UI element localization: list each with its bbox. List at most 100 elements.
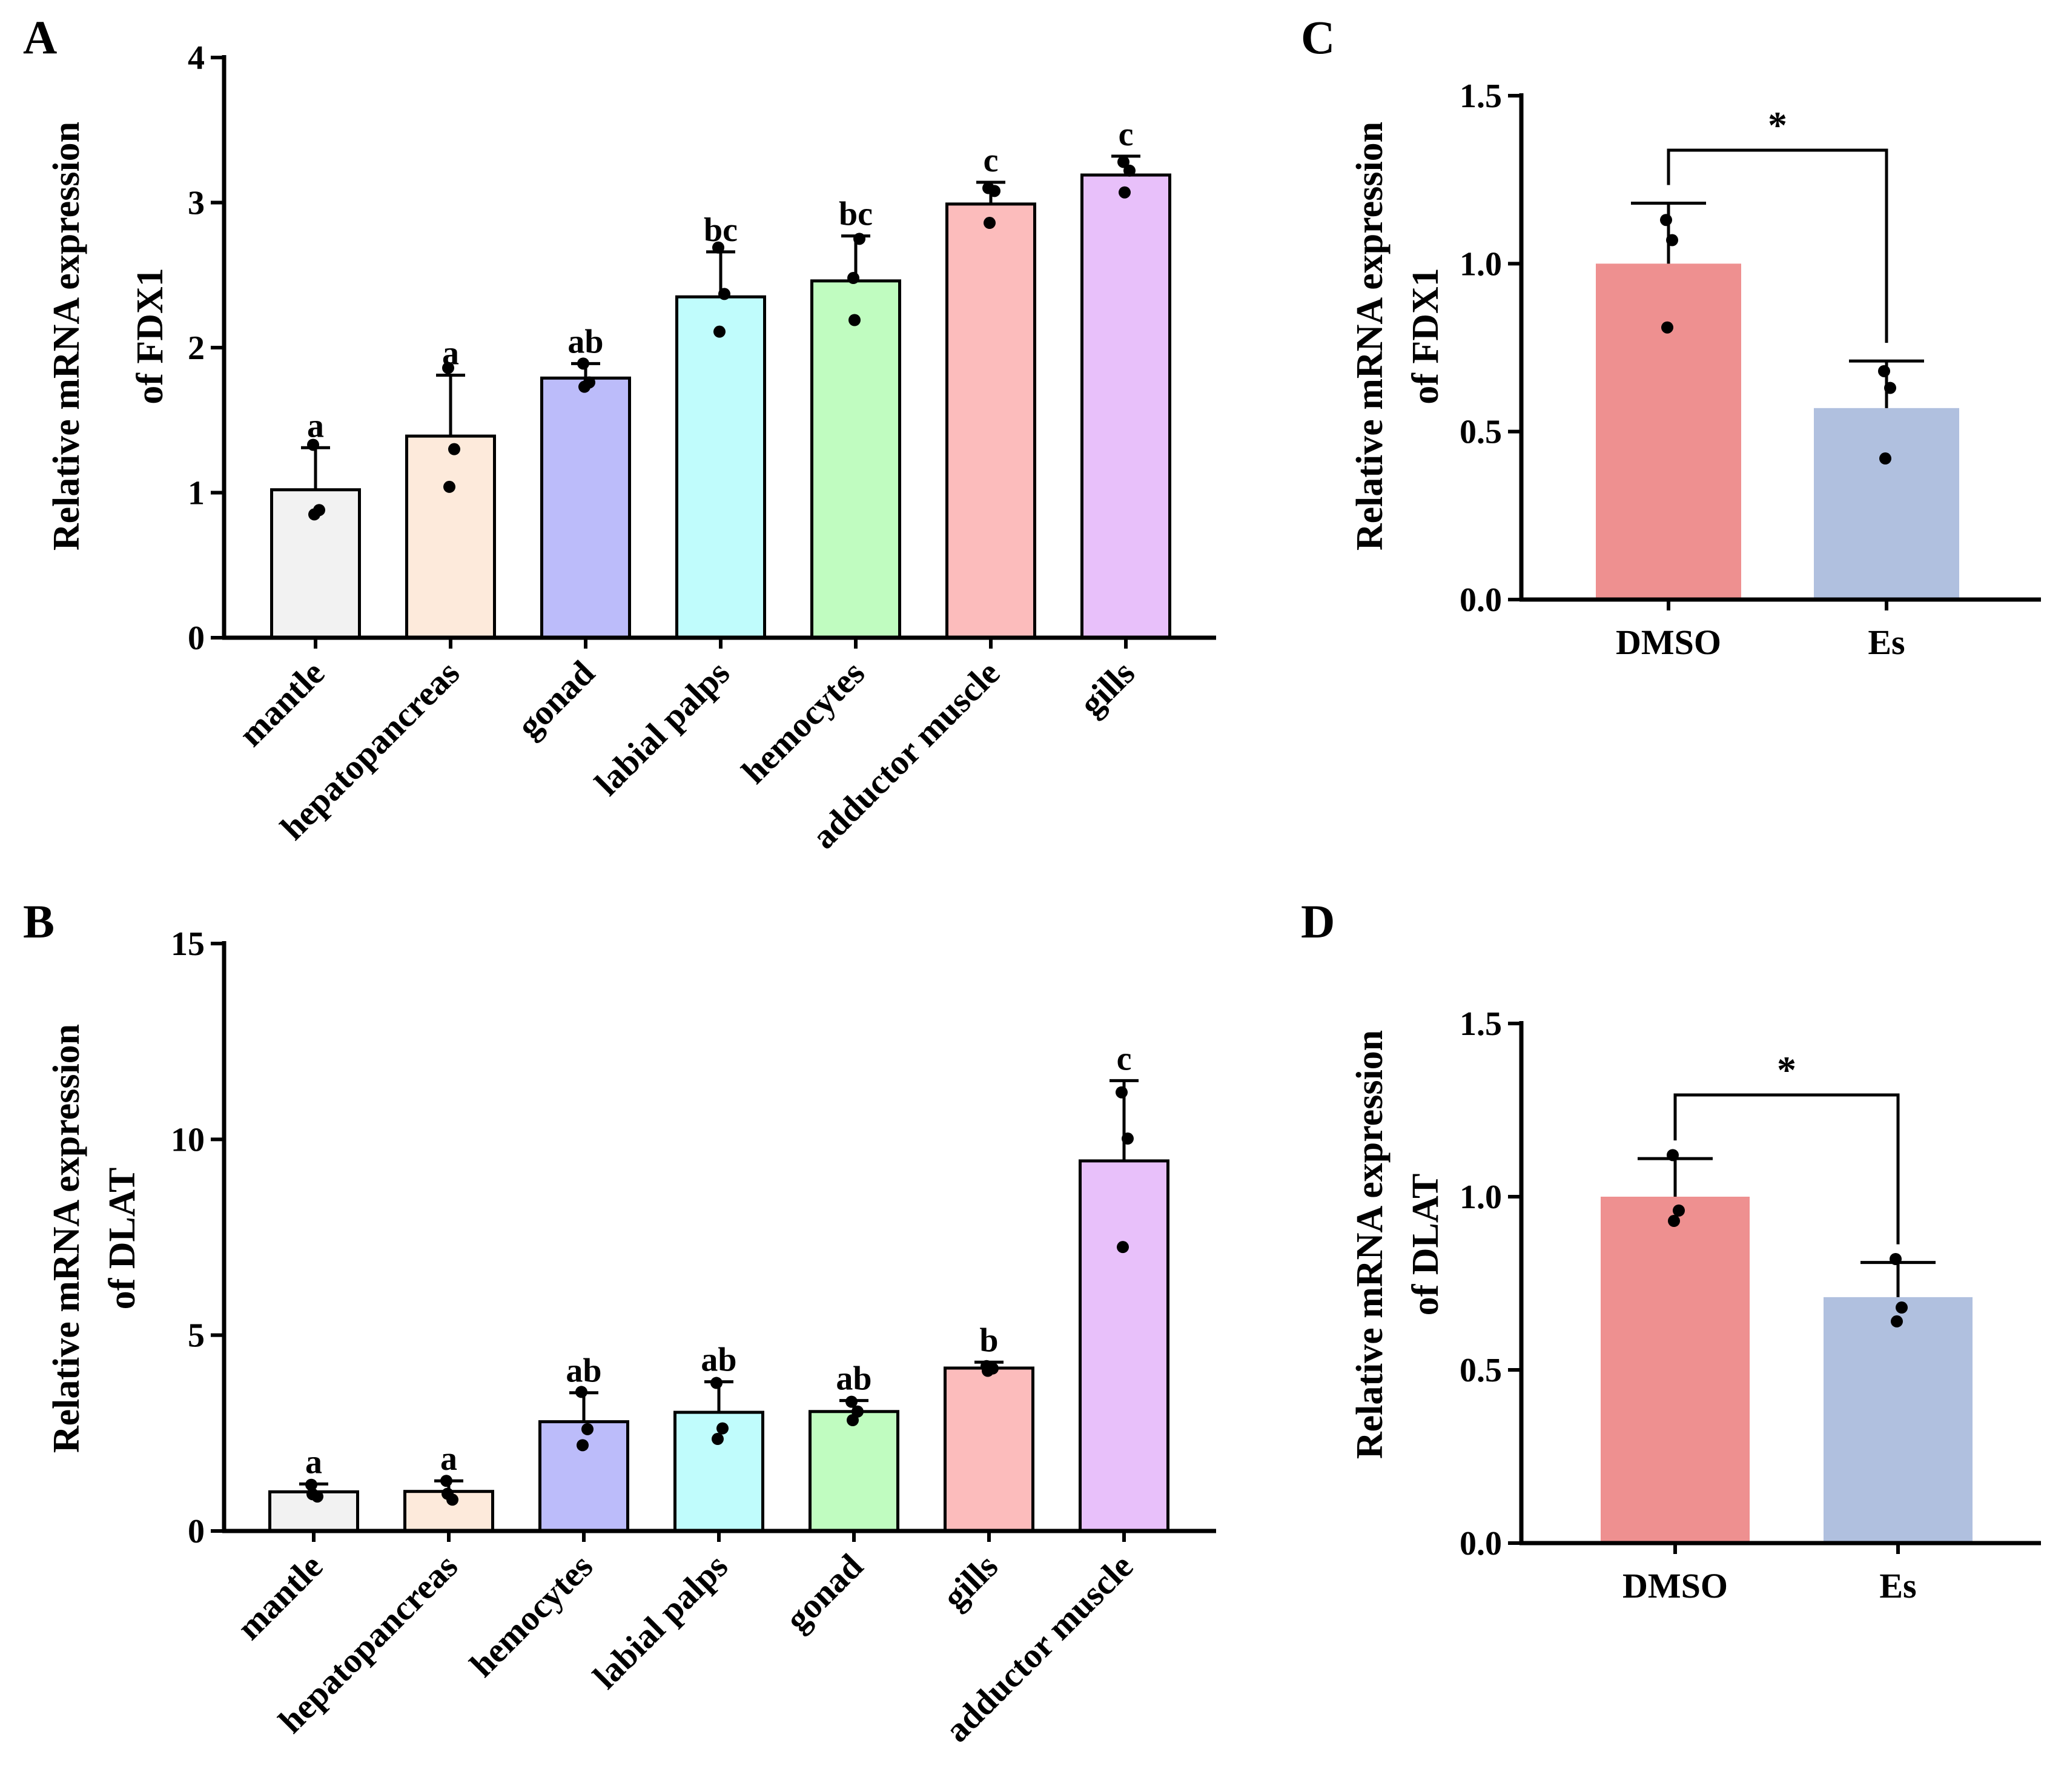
data-point-a-3-1 — [718, 288, 730, 300]
significance-letter-b-4: ab — [836, 1360, 871, 1398]
bar-d-0 — [1601, 1197, 1750, 1543]
y-tick-label-d-2: 1.0 — [1460, 1179, 1502, 1216]
data-point-b-1-2 — [442, 1487, 454, 1500]
significance-letter-a-3: bc — [704, 211, 738, 249]
bar-a-5 — [945, 202, 1036, 640]
data-point-c-1-1 — [1884, 382, 1896, 394]
data-point-d-1-2 — [1891, 1315, 1903, 1327]
data-point-b-2-2 — [577, 1439, 589, 1452]
data-point-b-2-1 — [581, 1423, 594, 1435]
significance-bracket-d — [1673, 1093, 1900, 1245]
y-tick-label-b-2: 10 — [171, 1121, 205, 1159]
data-point-b-6-1 — [1122, 1132, 1134, 1145]
significance-bracket-c — [1667, 148, 1888, 343]
data-point-b-6-0 — [1116, 1086, 1128, 1099]
data-point-c-1-2 — [1879, 452, 1891, 465]
data-point-b-0-2 — [306, 1488, 319, 1501]
bar-a-2 — [540, 376, 631, 640]
significance-letter-a-1: a — [442, 335, 459, 372]
bar-b-4 — [809, 1410, 899, 1533]
category-label-c-0: DMSO — [1616, 623, 1721, 662]
data-point-b-3-0 — [710, 1377, 723, 1389]
y-tick-label-a-4: 4 — [188, 39, 205, 77]
data-point-b-2-0 — [575, 1386, 587, 1398]
category-label-d-1: Es — [1879, 1566, 1916, 1605]
data-point-a-0-2 — [308, 508, 320, 521]
significance-letter-b-6: c — [1117, 1040, 1132, 1077]
significance-star-c: * — [1768, 104, 1787, 147]
data-point-b-5-2 — [982, 1364, 994, 1377]
y-axis-title-line1-a: Relative mRNA expression — [46, 122, 87, 550]
y-axis-title-line2-b: of DLAT — [102, 1168, 143, 1310]
data-point-a-1-2 — [443, 480, 455, 493]
data-point-d-0-2 — [1668, 1215, 1680, 1228]
category-label-c-1: Es — [1868, 623, 1905, 662]
significance-letter-b-2: ab — [566, 1352, 601, 1390]
bar-a-3 — [675, 295, 766, 640]
bar-b-2 — [538, 1420, 629, 1533]
chart-panel-a: Relative mRNA expression of FDX1 a mantle a h… — [46, 39, 1216, 856]
category-label-b-0: mantle — [229, 1546, 330, 1647]
significance-letter-b-5: b — [979, 1321, 998, 1359]
y-tick-label-c-1: 0.5 — [1460, 414, 1502, 451]
chart-panel-d: Relative mRNA expression of DLAT DMSO Es 0.0… — [1349, 1005, 2041, 1605]
category-label-a-2: gonad — [509, 653, 602, 746]
category-label-b-5: gills — [935, 1546, 1006, 1617]
data-point-d-0-1 — [1673, 1204, 1685, 1217]
significance-letter-a-5: c — [984, 142, 999, 179]
data-point-d-1-0 — [1890, 1252, 1902, 1265]
data-point-a-6-2 — [1119, 186, 1131, 199]
chart-panel-b: Relative mRNA expression of DLAT a mantle a h… — [46, 925, 1216, 1750]
data-point-c-0-2 — [1661, 321, 1673, 334]
data-point-a-2-0 — [577, 357, 589, 370]
y-tick-label-a-3: 3 — [188, 185, 205, 222]
data-point-a-4-1 — [853, 233, 865, 245]
category-label-b-3: labial palps — [585, 1546, 735, 1696]
y-axis-title-line2-a: of FDX1 — [130, 268, 171, 405]
significance-letter-b-0: a — [305, 1443, 322, 1481]
y-axis-title-line1-c: Relative mRNA expression — [1349, 122, 1391, 550]
data-point-b-6-2 — [1117, 1241, 1129, 1254]
data-point-a-6-1 — [1123, 164, 1136, 177]
data-point-d-1-1 — [1896, 1301, 1908, 1314]
category-label-a-4: hemocytes — [734, 653, 872, 791]
data-point-b-0-0 — [305, 1478, 317, 1491]
significance-letter-a-0: a — [307, 407, 324, 445]
bar-a-1 — [405, 434, 496, 640]
data-point-a-2-2 — [578, 380, 590, 393]
panel-label-a: A — [23, 11, 57, 64]
category-label-a-0: mantle — [231, 653, 332, 754]
y-axis-title-line1-b: Relative mRNA expression — [46, 1024, 87, 1453]
data-point-c-1-0 — [1878, 365, 1890, 377]
data-point-a-5-2 — [984, 217, 996, 230]
data-point-a-1-1 — [448, 443, 460, 455]
bar-d-1 — [1824, 1297, 1973, 1543]
significance-letter-a-2: ab — [567, 323, 603, 360]
y-tick-label-d-3: 1.5 — [1460, 1005, 1502, 1043]
category-label-d-0: DMSO — [1622, 1566, 1728, 1605]
significance-star-d: * — [1777, 1048, 1796, 1091]
category-label-a-6: gills — [1072, 653, 1143, 724]
data-point-a-3-2 — [713, 325, 726, 338]
y-tick-label-a-2: 2 — [188, 329, 205, 367]
bar-a-4 — [810, 279, 901, 640]
data-point-b-4-2 — [847, 1413, 859, 1426]
significance-letter-a-6: c — [1119, 116, 1134, 153]
data-point-b-3-2 — [712, 1433, 724, 1446]
significance-letter-b-1: a — [440, 1440, 457, 1478]
y-tick-label-b-0: 0 — [188, 1513, 205, 1550]
data-point-a-0-0 — [307, 438, 319, 451]
y-tick-label-c-0: 0.0 — [1460, 581, 1502, 619]
bar-a-6 — [1080, 173, 1171, 640]
data-point-d-0-0 — [1667, 1149, 1679, 1162]
y-tick-label-b-1: 5 — [188, 1317, 205, 1355]
data-point-a-6-0 — [1117, 156, 1129, 168]
data-point-a-4-2 — [848, 314, 861, 326]
y-tick-label-d-0: 0.0 — [1460, 1525, 1502, 1562]
data-point-c-0-1 — [1666, 234, 1678, 246]
category-label-b-4: gonad — [778, 1546, 870, 1639]
y-tick-label-a-0: 0 — [188, 620, 205, 657]
y-axis-title-line2-d: of DLAT — [1405, 1174, 1446, 1316]
y-tick-label-d-1: 0.5 — [1460, 1352, 1502, 1389]
